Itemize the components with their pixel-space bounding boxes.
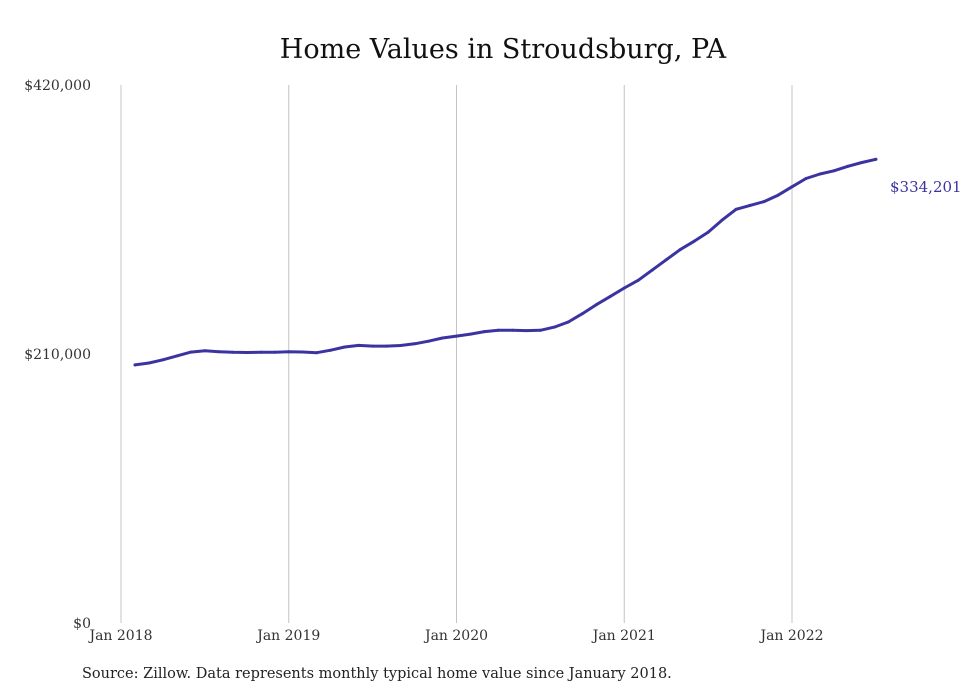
data-point [510,328,514,332]
data-point [329,348,333,352]
data-point [301,350,305,354]
data-point [720,218,724,222]
data-point [678,248,682,252]
y-tick-label: $420,000 [24,78,91,94]
end-value-label: $334,201 [890,178,962,196]
data-point [706,230,710,234]
data-point [175,354,179,358]
data-point [580,312,584,316]
x-tick-label: Jan 2018 [87,628,152,644]
data-point [147,361,151,365]
y-axis-ticks: $0 $210,000 $420,000 [24,78,91,632]
x-tick-label: Jan 2019 [255,628,320,644]
grid-lines [120,85,793,623]
data-point [622,286,626,290]
data-point [566,320,570,324]
data-point [315,351,319,355]
data-point [496,328,500,332]
source-note: Source: Zillow. Data represents monthly … [82,666,672,682]
data-point [524,329,528,333]
data-point [203,349,207,353]
data-point [874,157,878,161]
data-point [818,172,822,176]
data-point [189,350,193,354]
data-point [846,164,850,168]
data-point [133,363,137,367]
data-point [664,258,668,262]
x-tick-label: Jan 2022 [758,628,823,644]
data-point [650,268,654,272]
data-point [441,336,444,340]
data-point [790,185,794,189]
series-line [133,157,878,367]
data-point [692,239,696,243]
data-point [217,350,221,354]
data-point [357,343,361,347]
data-point [538,328,542,332]
data-point [427,339,430,343]
chart-title: Home Values in Stroudsburg, PA [280,34,727,65]
data-point [245,351,249,354]
data-point [413,342,417,346]
data-point [636,278,640,282]
data-point [231,350,235,354]
data-point [748,203,752,207]
x-axis-ticks: Jan 2018 Jan 2019 Jan 2020 Jan 2021 Jan 2022 [87,628,823,644]
data-point [161,358,165,362]
data-point [776,193,780,197]
data-point [483,330,486,334]
data-point [608,294,612,298]
data-point [552,325,556,329]
data-point [860,161,864,164]
data-point [594,303,598,307]
data-point [832,169,836,173]
y-tick-label: $210,000 [24,347,91,363]
data-point [343,345,347,349]
data-point [469,332,472,336]
data-point [804,177,808,180]
data-point [399,344,403,347]
data-point [455,334,458,338]
series-layer [133,157,878,367]
data-point [371,344,375,348]
x-tick-label: Jan 2020 [423,628,488,644]
data-point [734,207,738,211]
data-point [259,350,263,354]
data-point [287,350,291,354]
x-tick-label: Jan 2021 [591,628,656,644]
data-point [273,350,277,354]
data-point [762,200,766,204]
y-tick-label: $0 [73,616,91,632]
data-point [385,344,389,348]
